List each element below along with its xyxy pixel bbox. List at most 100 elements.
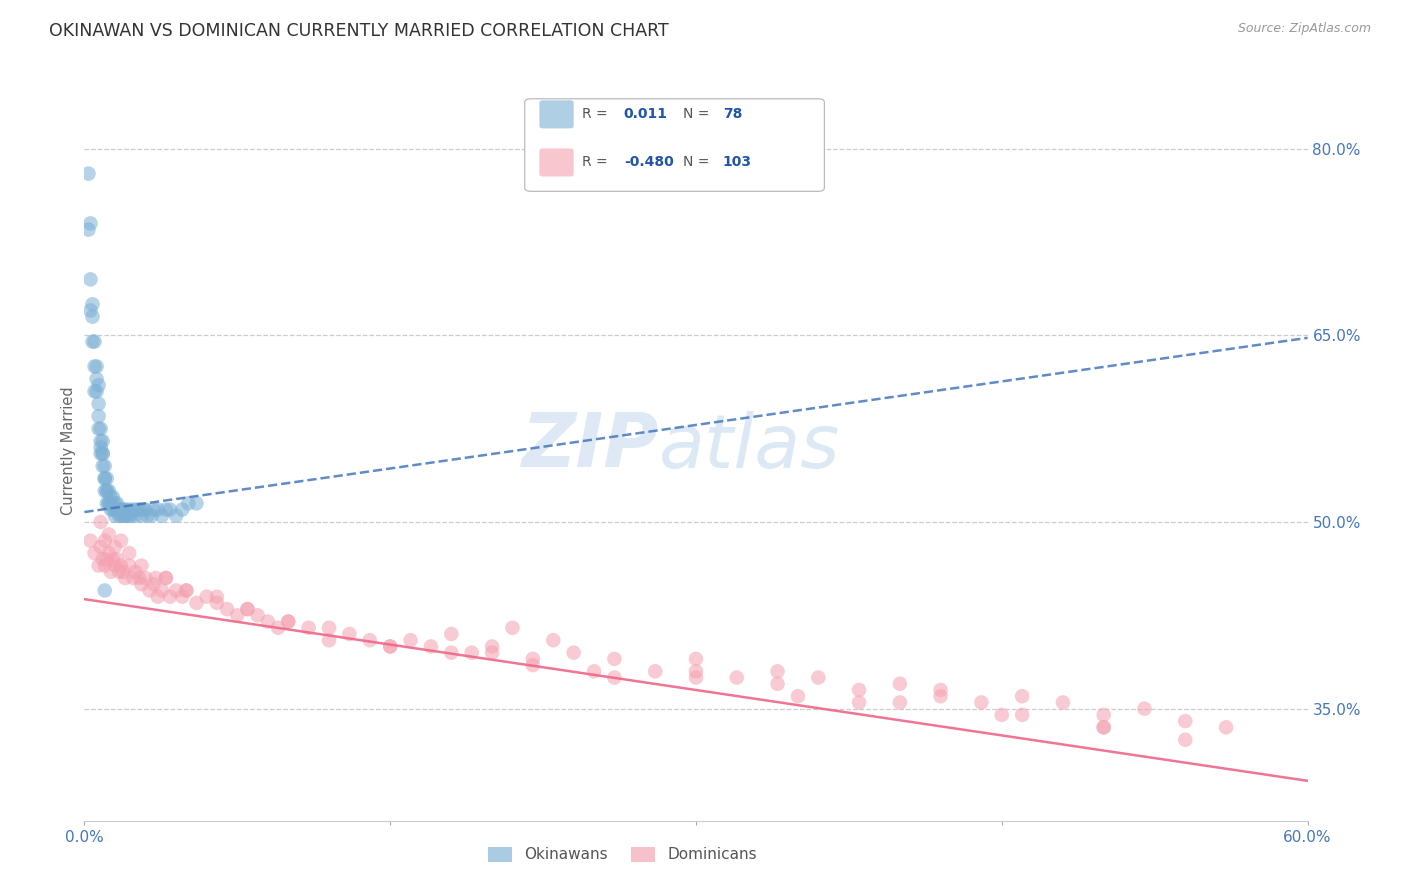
- Point: [155, 571, 177, 585]
- Point: [165, 508, 187, 523]
- Point: [142, 502, 165, 516]
- Point: [96, 471, 118, 485]
- Point: [112, 508, 135, 523]
- Point: [848, 695, 870, 709]
- Point: [522, 652, 544, 666]
- Text: OKINAWAN VS DOMINICAN CURRENTLY MARRIED CORRELATION CHART: OKINAWAN VS DOMINICAN CURRENTLY MARRIED …: [49, 22, 669, 40]
- Point: [138, 583, 160, 598]
- Point: [298, 621, 321, 635]
- Point: [87, 422, 110, 436]
- Point: [267, 621, 290, 635]
- Point: [217, 602, 239, 616]
- Point: [165, 583, 187, 598]
- Point: [970, 695, 993, 709]
- Point: [120, 508, 142, 523]
- Point: [159, 502, 181, 516]
- Point: [1133, 701, 1156, 715]
- Point: [124, 508, 146, 523]
- Point: [848, 683, 870, 698]
- Point: [90, 441, 112, 455]
- Point: [172, 502, 194, 516]
- Point: [226, 608, 249, 623]
- Point: [79, 533, 101, 548]
- Point: [131, 558, 153, 573]
- Point: [105, 502, 128, 516]
- Point: [186, 596, 208, 610]
- Point: [97, 527, 120, 541]
- Point: [96, 483, 118, 498]
- Point: [110, 502, 132, 516]
- Text: Source: ZipAtlas.com: Source: ZipAtlas.com: [1237, 22, 1371, 36]
- Point: [135, 502, 157, 516]
- Point: [420, 640, 443, 654]
- Point: [766, 665, 789, 679]
- Point: [380, 640, 402, 654]
- Point: [114, 571, 136, 585]
- Point: [236, 602, 259, 616]
- Point: [87, 558, 110, 573]
- Point: [380, 640, 402, 654]
- Point: [128, 502, 150, 516]
- Point: [93, 471, 115, 485]
- Point: [132, 502, 155, 516]
- Point: [96, 483, 118, 498]
- Point: [1011, 690, 1033, 704]
- Point: [104, 508, 127, 523]
- Point: [766, 677, 789, 691]
- Point: [359, 633, 381, 648]
- FancyBboxPatch shape: [540, 148, 574, 177]
- Point: [108, 502, 131, 516]
- Point: [135, 571, 157, 585]
- Point: [583, 665, 606, 679]
- Point: [77, 222, 100, 236]
- Point: [246, 608, 269, 623]
- Point: [105, 496, 128, 510]
- Point: [100, 496, 122, 510]
- Point: [97, 496, 120, 510]
- Point: [91, 458, 114, 473]
- Point: [112, 502, 135, 516]
- Point: [644, 665, 666, 679]
- Point: [787, 690, 810, 704]
- Point: [97, 483, 120, 498]
- Point: [108, 565, 131, 579]
- Point: [118, 546, 141, 560]
- Point: [82, 334, 104, 349]
- Point: [174, 583, 197, 598]
- Point: [90, 434, 112, 449]
- Point: [146, 590, 169, 604]
- Point: [87, 397, 110, 411]
- Point: [461, 646, 484, 660]
- Point: [131, 577, 153, 591]
- Point: [100, 565, 122, 579]
- Point: [104, 540, 127, 554]
- Point: [1092, 707, 1115, 722]
- Point: [318, 633, 340, 648]
- Text: R =: R =: [582, 107, 607, 121]
- Point: [318, 621, 340, 635]
- Point: [562, 646, 585, 660]
- Point: [929, 683, 952, 698]
- Point: [136, 508, 159, 523]
- Point: [339, 627, 361, 641]
- Point: [115, 508, 138, 523]
- Point: [685, 671, 707, 685]
- Point: [236, 602, 259, 616]
- Point: [91, 446, 114, 460]
- Point: [100, 490, 122, 504]
- Point: [110, 558, 132, 573]
- Point: [205, 596, 228, 610]
- Point: [83, 384, 105, 399]
- Text: -0.480: -0.480: [624, 155, 673, 169]
- Point: [87, 409, 110, 424]
- Point: [277, 615, 299, 629]
- Text: ZIP: ZIP: [522, 410, 659, 483]
- Point: [127, 502, 149, 516]
- Point: [124, 565, 146, 579]
- Point: [91, 446, 114, 460]
- Text: N =: N =: [682, 155, 709, 169]
- Point: [79, 216, 101, 230]
- Point: [93, 558, 115, 573]
- Point: [83, 546, 105, 560]
- Point: [114, 502, 136, 516]
